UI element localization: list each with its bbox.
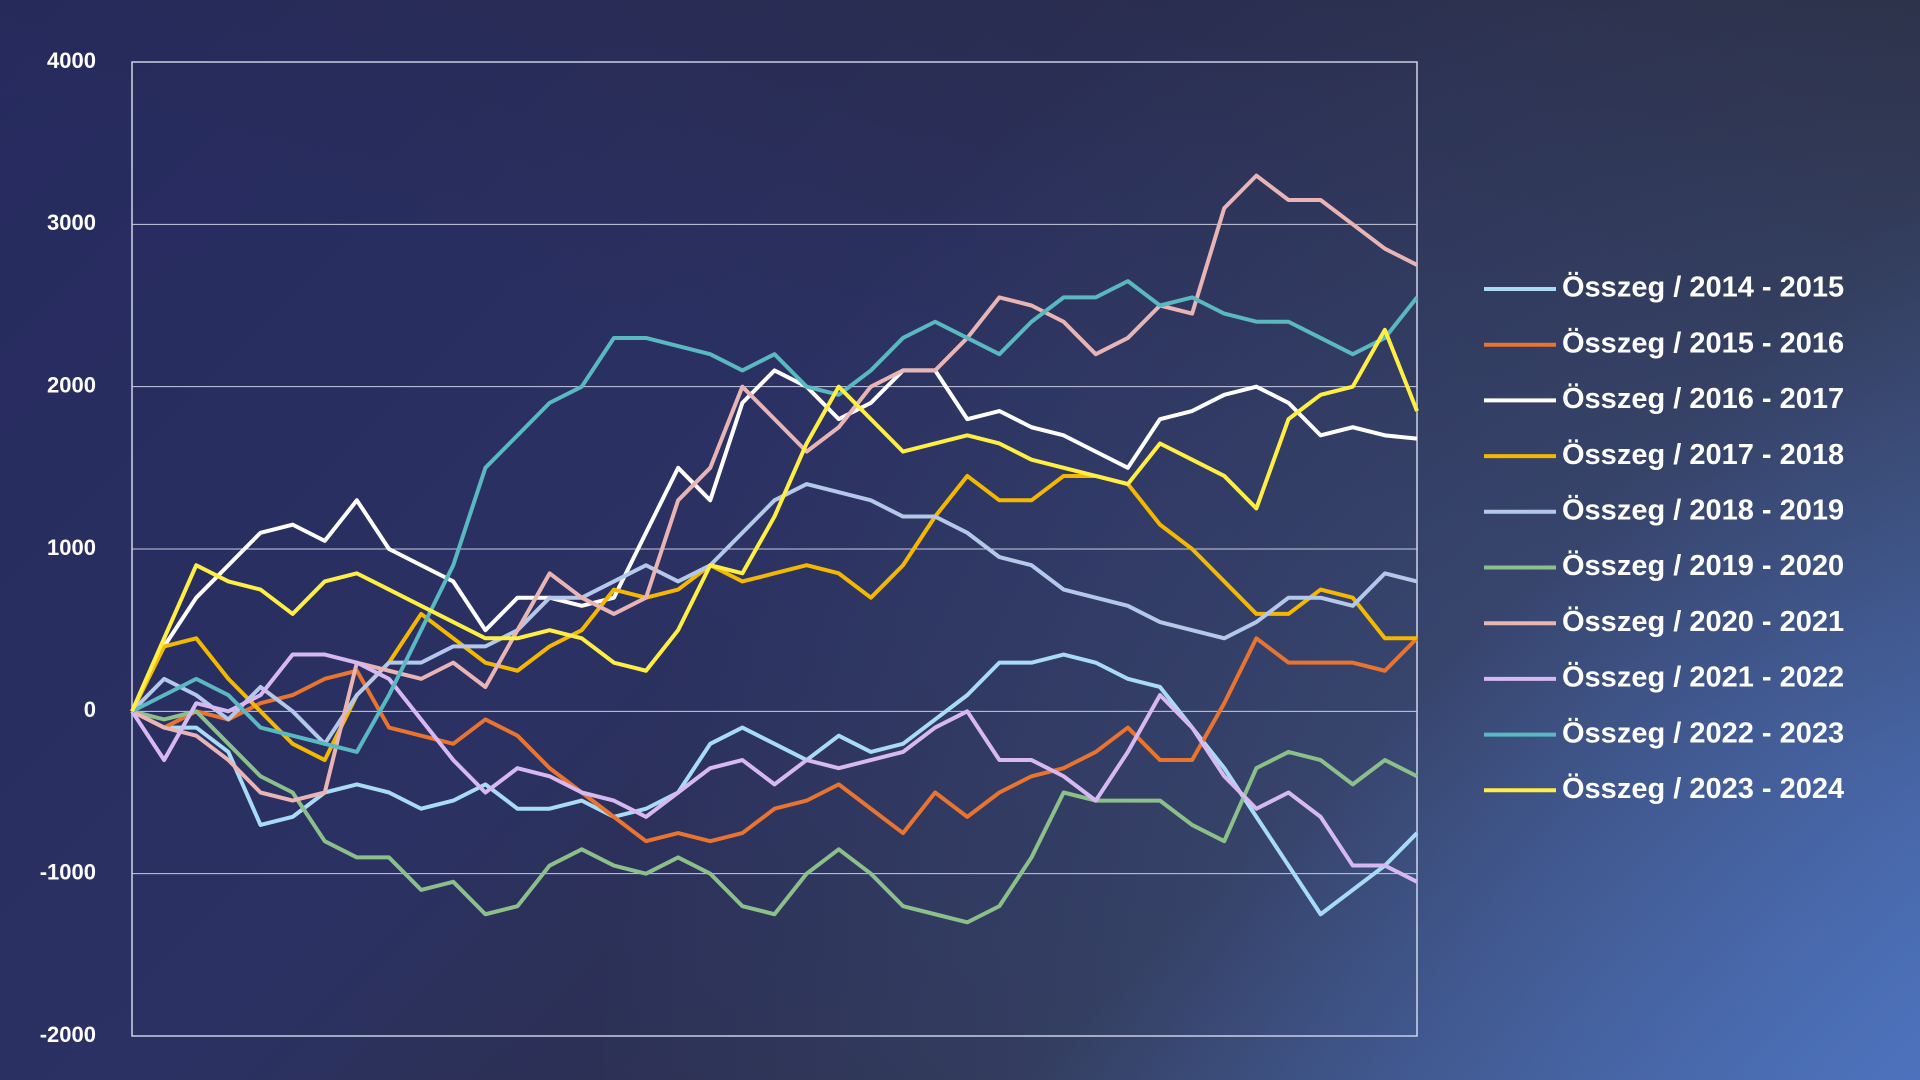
legend-label: Összeg / 2017 - 2018	[1562, 438, 1844, 471]
series-line	[130, 652, 1418, 884]
legend-label: Összeg / 2021 - 2022	[1562, 661, 1844, 694]
y-tick-label: 2000	[47, 372, 96, 397]
legend-label: Összeg / 2022 - 2023	[1562, 716, 1844, 749]
y-tick-label: 4000	[47, 48, 96, 73]
legend-label: Összeg / 2020 - 2021	[1562, 605, 1844, 638]
y-tick-label: 3000	[47, 210, 96, 235]
legend-label: Összeg / 2018 - 2019	[1562, 493, 1844, 526]
series-line	[131, 709, 1418, 925]
y-tick-label: 0	[84, 697, 96, 722]
series-line	[131, 173, 1418, 803]
series-line	[131, 279, 1419, 754]
y-tick-label: -1000	[40, 859, 96, 884]
legend-label: Összeg / 2023 - 2024	[1562, 772, 1844, 805]
legend-label: Összeg / 2016 - 2017	[1562, 382, 1844, 415]
legend-label: Összeg / 2019 - 2020	[1562, 549, 1844, 582]
legend-label: Összeg / 2015 - 2016	[1562, 326, 1844, 359]
series-line	[130, 473, 1417, 763]
legend-label: Összeg / 2014 - 2015	[1562, 271, 1844, 304]
y-tick-label: -2000	[40, 1022, 96, 1047]
y-tick-label: 1000	[47, 535, 96, 560]
series-line	[130, 368, 1418, 713]
series-line	[131, 636, 1419, 844]
series-line	[130, 327, 1419, 713]
